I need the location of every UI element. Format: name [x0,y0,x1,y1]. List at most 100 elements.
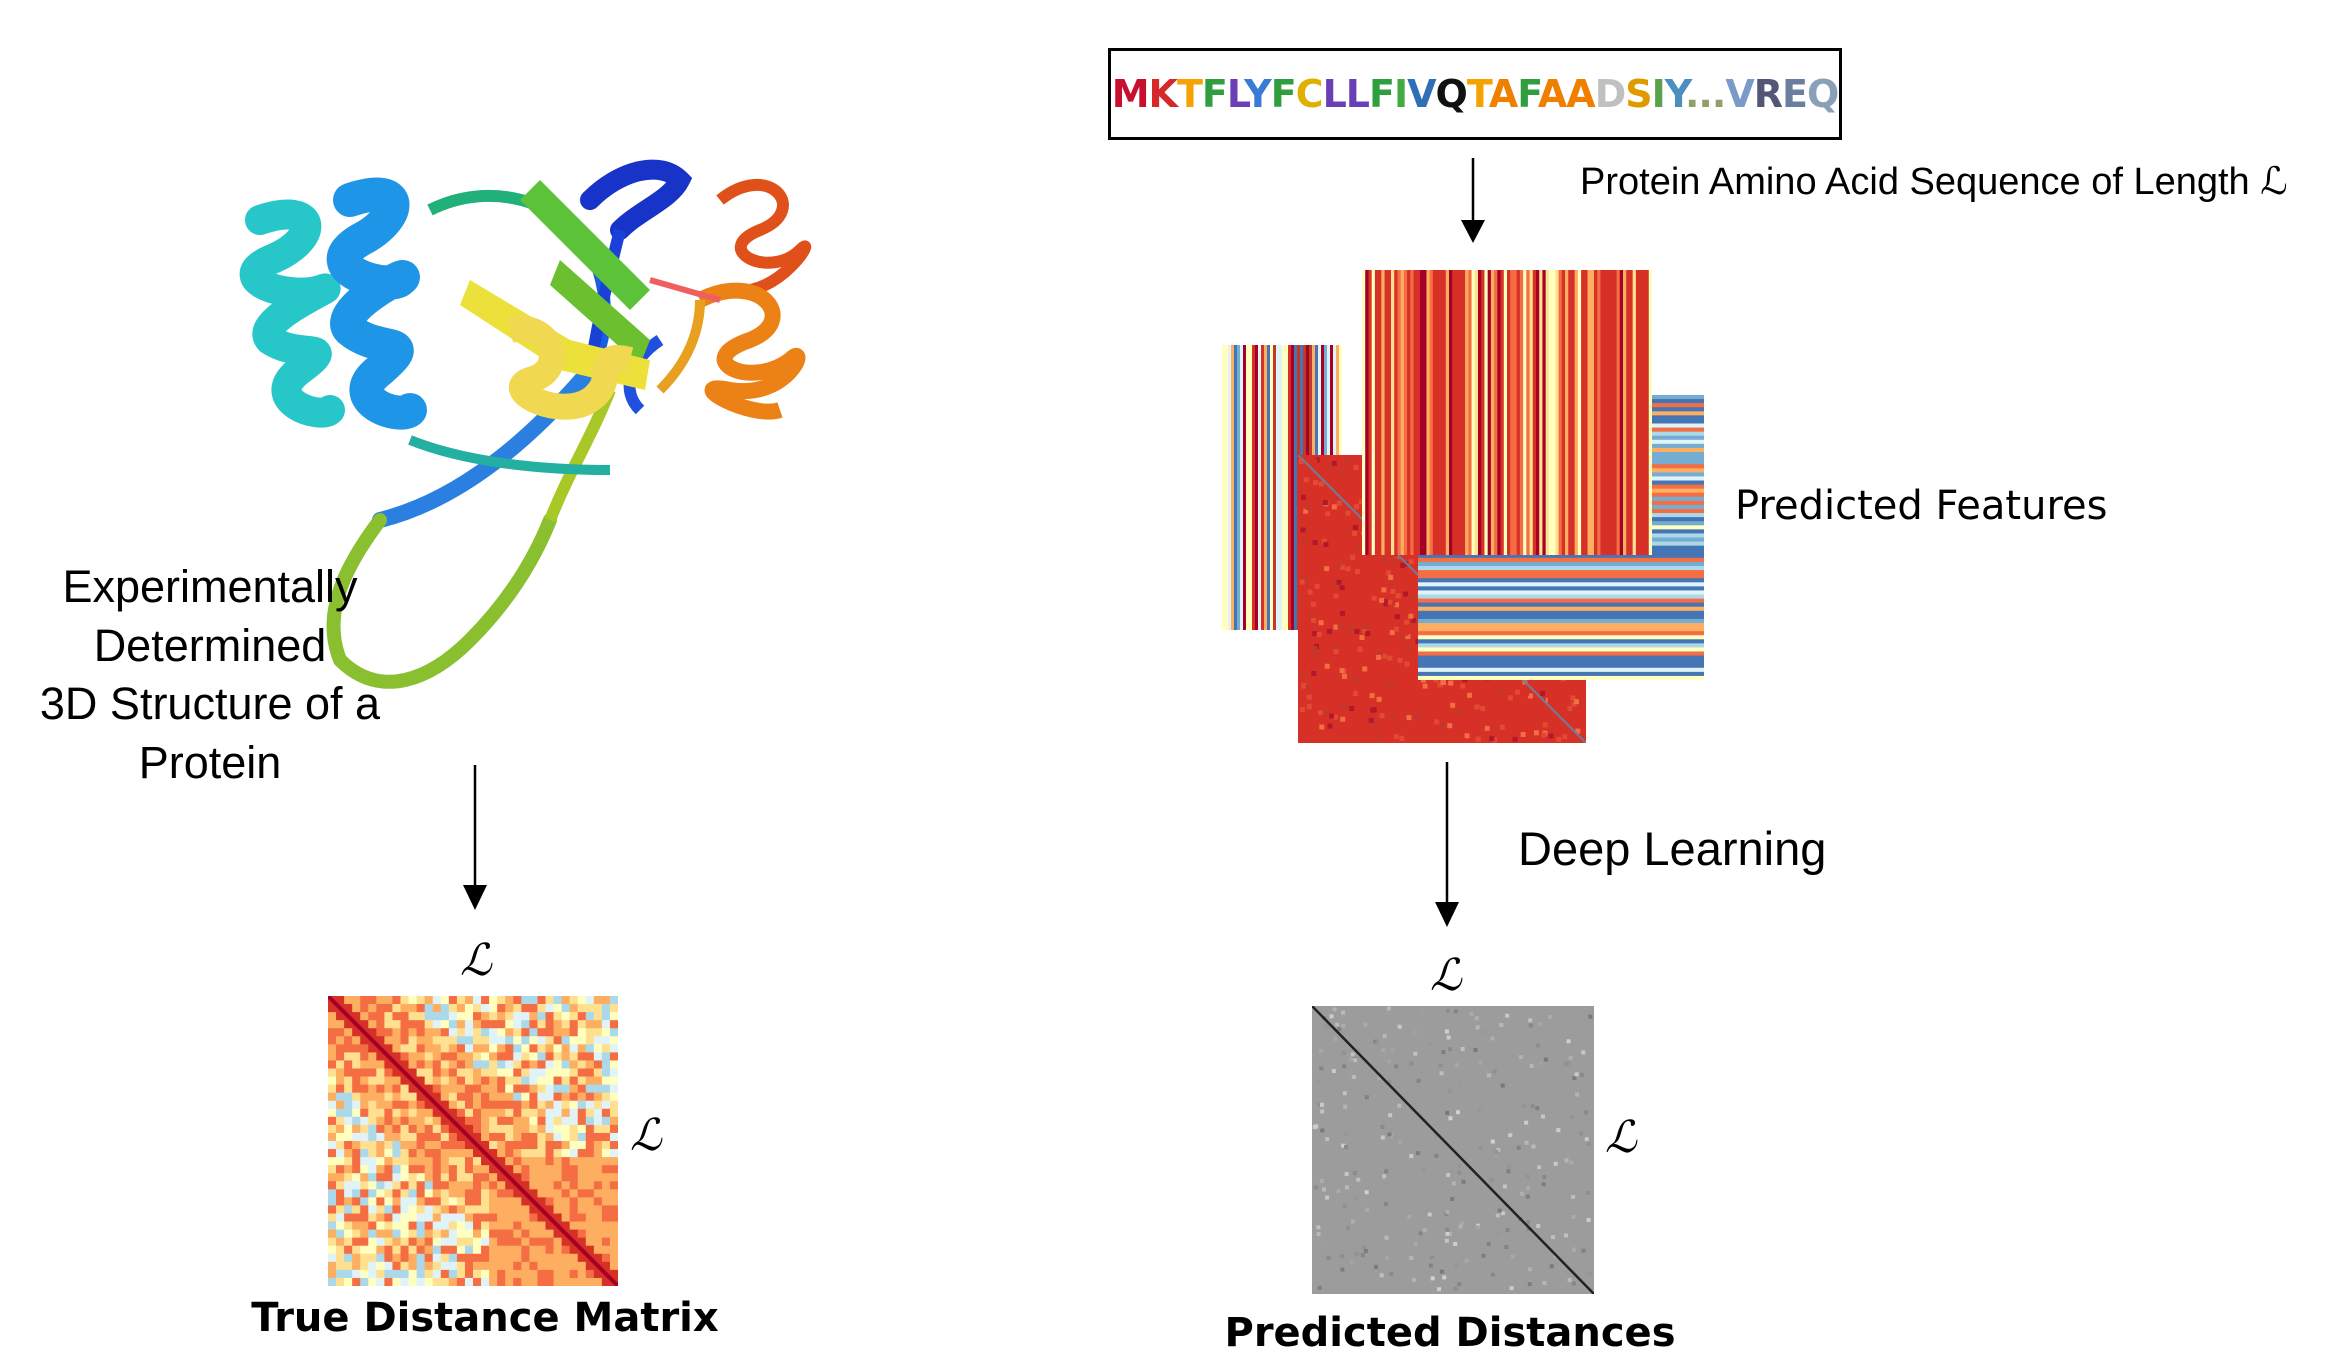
heatmap-cell [1437,682,1443,688]
heatmap-cell [392,1044,402,1053]
heatmap-cell [336,1052,345,1062]
heatmap-cell [521,1157,530,1166]
feature-stripe [1581,270,1585,555]
heatmap-cell [609,1229,618,1239]
heatmap-cell [1487,1073,1492,1078]
feature-stripe [1418,655,1704,661]
heatmap-cell [1318,1242,1323,1247]
heatmap-cell [553,1237,563,1247]
heatmap-cell [1445,1227,1450,1232]
heatmap-cell [553,1165,563,1174]
heatmap-cell [360,1157,369,1166]
heatmap-cell [1576,699,1582,705]
feature-stripe [1565,270,1569,555]
heatmap-cell [328,1124,337,1134]
heatmap-cell [537,1269,547,1279]
heatmap-cell [1464,733,1470,739]
heatmap-cell [328,1213,337,1223]
heatmap-cell [569,1253,579,1263]
heatmap-cell [400,1197,410,1207]
heatmap-cell [1344,1171,1349,1176]
heatmap-cell [408,1197,418,1207]
heatmap-cell [1537,1165,1542,1170]
heatmap-cell [1351,1075,1356,1080]
heatmap-cell [1380,1135,1385,1140]
feature-stripe [1252,345,1256,630]
heatmap-cell [1377,1075,1382,1080]
heatmap-cell [368,1149,377,1158]
heatmap-cell [561,1157,571,1166]
heatmap-cell [376,1221,385,1231]
heatmap-cell [1342,1204,1347,1209]
heatmap-cell [561,1124,571,1134]
heatmap-cell [1448,680,1454,686]
structure-label-line-2: Determined [93,619,327,671]
feature-stripe [1445,270,1450,555]
heatmap-cell [392,1189,402,1198]
heatmap-cell [336,1149,345,1158]
heatmap-cell [328,1245,337,1255]
heatmap-cell [593,1012,603,1021]
heatmap-cell [1413,1030,1418,1035]
heatmap-cell [505,1084,514,1094]
heatmap-cell [529,1221,539,1231]
heatmap-cell [344,1028,353,1037]
heatmap-cell [352,1012,361,1021]
heatmap-cell [1403,630,1409,636]
heatmap-cell [440,1004,450,1013]
heatmap-cell [1446,1172,1451,1177]
heatmap-cell [336,1092,345,1102]
heatmap-cell [376,1108,385,1118]
heatmap-cell [1337,1027,1342,1032]
heatmap-cell [585,1229,595,1239]
heatmap-cell [328,1149,337,1158]
heatmap-cell [593,1036,603,1045]
heatmap-cell [601,1092,611,1102]
heatmap-cell [1397,657,1403,663]
heatmap-cell [424,1157,434,1166]
heatmap-cell [1300,670,1306,676]
heatmap-cell [1333,624,1339,630]
heatmap-cell [336,1012,345,1021]
heatmap-cell [1445,1029,1450,1034]
heatmap-cell [464,1165,474,1174]
heatmap-cell [384,1076,394,1086]
heatmap-cell [537,1028,547,1037]
heatmap-cell [1570,687,1576,693]
heatmap-cell [416,1149,426,1158]
heatmap-cell [1395,593,1401,599]
heatmap-cell [561,1261,571,1271]
heatmap-cell [1448,1116,1453,1121]
heatmap-cell [473,1076,482,1086]
heatmap-cell [1388,574,1394,580]
heatmap-cell [481,1165,490,1174]
heatmap-cell [529,1028,539,1037]
heatmap-cell [416,1261,426,1271]
heatmap-cell [1450,731,1456,737]
heatmap-cell [545,1149,555,1158]
heatmap-cell [561,1189,571,1198]
heatmap-cell [392,1149,402,1158]
heatmap-cell [424,1132,434,1142]
heatmap-cell [1439,1071,1444,1076]
heatmap-cell [521,1205,530,1215]
heatmap-cell [553,1068,563,1078]
feature-stripe [1590,270,1595,555]
feature-stripe [1418,635,1704,640]
heatmap-cell [553,1108,563,1118]
heatmap-cell [1323,541,1329,547]
feature-stripe [1587,270,1592,555]
heatmap-cell [408,1189,418,1198]
feature-stripe [1418,631,1704,636]
heatmap-cell [553,1124,563,1134]
heatmap-cell [1352,1171,1357,1176]
heatmap-cell [473,1245,482,1255]
heatmap-cell [481,1108,490,1118]
feature-stripe [1526,270,1531,555]
heatmap-cell [1305,684,1311,690]
heatmap-cell [1383,1202,1388,1207]
heatmap-cell [1390,715,1396,721]
heatmap-cell [569,1157,579,1166]
heatmap-cell [1387,1132,1392,1137]
heatmap-cell [553,1100,563,1110]
